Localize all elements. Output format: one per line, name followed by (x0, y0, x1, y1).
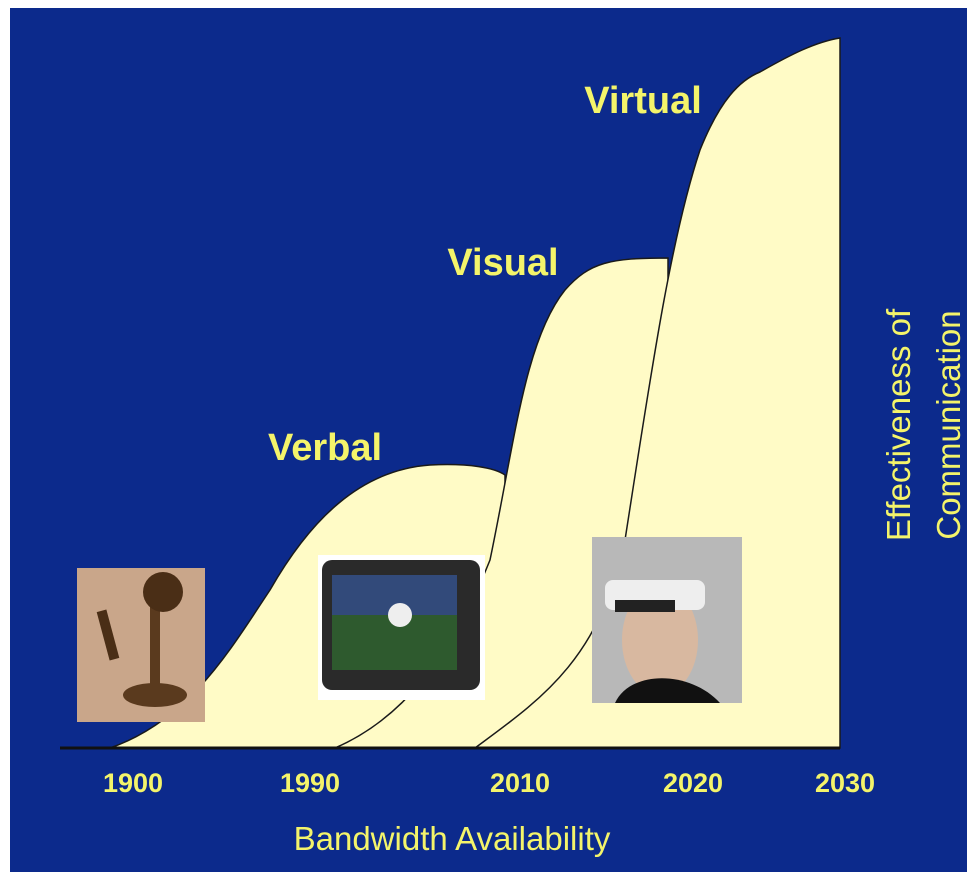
stage-label: Visual (447, 242, 558, 284)
x-tick-label: 1990 (280, 768, 340, 798)
diagram: Verbal Visual Virtual 1900 1990 2010 202… (0, 0, 977, 879)
x-axis-title: Bandwidth Availability (294, 820, 611, 857)
stage-label: Virtual (584, 80, 702, 122)
television-photo (318, 555, 485, 700)
y-axis-title: Effectiveness of (880, 308, 917, 541)
vr-headset-photo (592, 537, 742, 703)
stage-label: Verbal (268, 427, 382, 469)
x-tick-label: 2030 (815, 768, 875, 798)
x-tick-label: 2020 (663, 768, 723, 798)
x-tick-label: 1900 (103, 768, 163, 798)
y-axis-title: Communication (930, 310, 967, 539)
x-tick-label: 2010 (490, 768, 550, 798)
telephone-photo (77, 568, 205, 722)
